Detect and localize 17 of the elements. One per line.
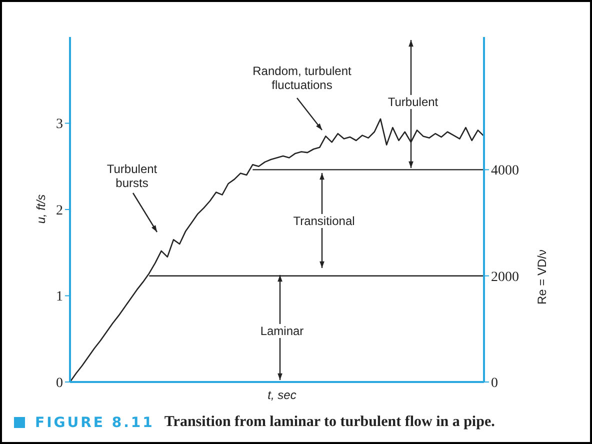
y2-axis-title: Re = VD/ν [535,248,549,307]
x-axis-title: t, sec [266,388,298,402]
y-tick-label: 2 [56,203,63,218]
y-axis-title: u, ft/s [34,193,48,226]
caption: FIGURE 8.11 [35,414,154,430]
y-tick-label: 1 [56,290,63,305]
annotation: Random, turbulent fluctuations [252,64,352,92]
annotation: Turbulent [387,95,439,109]
text: Transition from laminar to turbulent flow in a pipe. [164,414,495,431]
y2-tick-label: 2000 [491,270,519,285]
annotation: Laminar [257,324,307,338]
y2-tick-label: 0 [491,376,498,391]
annotation: Transitional [292,214,356,228]
y-tick-label: 0 [56,376,63,391]
annotation: Turbulent bursts [106,162,158,190]
y-tick-label: 3 [56,117,63,132]
y2-tick-label: 4000 [491,164,519,179]
